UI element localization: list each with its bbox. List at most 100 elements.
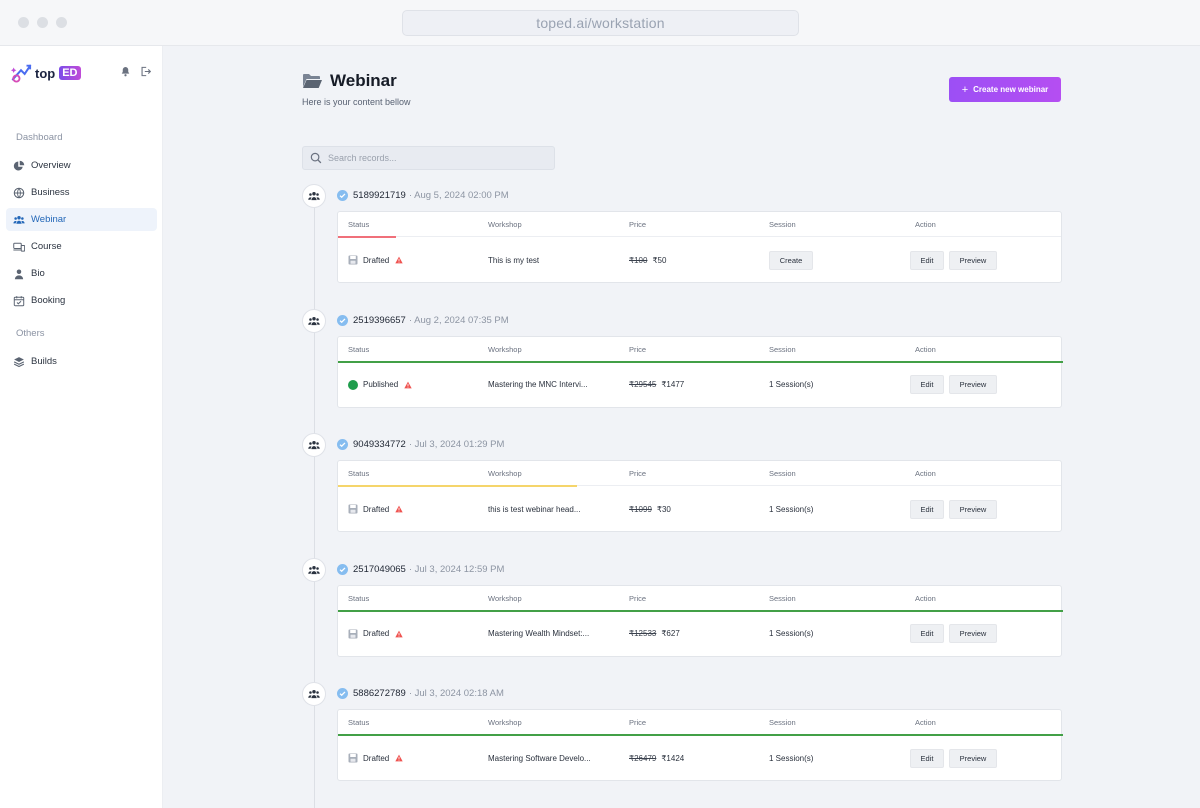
preview-button[interactable]: Preview: [949, 748, 997, 768]
verified-check-icon: [337, 688, 348, 699]
table-row[interactable]: Published Mastering the MNC Intervi... ₹…: [338, 362, 1061, 408]
price-cell: ₹1099 ₹30: [629, 486, 671, 532]
sidebar-item-label: Builds: [31, 356, 57, 367]
edit-button[interactable]: Edit: [910, 250, 944, 270]
preview-button[interactable]: Preview: [949, 250, 997, 270]
verified-check-icon: [337, 439, 348, 450]
webinar-group-icon: [302, 433, 326, 457]
preview-button[interactable]: Preview: [949, 499, 997, 519]
edit-button[interactable]: Edit: [910, 375, 944, 394]
sidebar-item-business[interactable]: Business: [6, 181, 157, 204]
record-date: · Jul 3, 2024 01:29 PM: [408, 439, 505, 450]
warning-icon[interactable]: [395, 754, 403, 762]
table-row[interactable]: Drafted This is my test ₹100 ₹50 Create …: [338, 237, 1061, 283]
page-subtitle: Here is your content bellow: [302, 97, 411, 107]
warning-icon[interactable]: [395, 256, 403, 264]
window-controls: [18, 17, 67, 28]
published-dot-icon: [348, 379, 358, 390]
window-minimize-dot[interactable]: [37, 17, 48, 28]
devices-icon: [13, 242, 25, 252]
preview-button[interactable]: Preview: [949, 624, 997, 643]
action-cell: Edit Preview: [910, 735, 997, 781]
sidebar-top-actions: [120, 66, 151, 77]
sidebar-item-booking[interactable]: Booking: [6, 289, 157, 312]
progress-accent-bar: [338, 734, 1063, 736]
calendar-check-icon: [13, 295, 25, 306]
edit-button[interactable]: Edit: [910, 624, 944, 643]
sidebar-item-webinar[interactable]: Webinar: [6, 208, 157, 231]
sidebar-item-label: Course: [31, 241, 62, 252]
search-icon: [310, 152, 322, 164]
price-cell: ₹29545 ₹1477: [629, 362, 684, 408]
sidebar-item-bio[interactable]: Bio: [6, 262, 157, 285]
workshop-cell: Mastering the MNC Intervi...: [488, 380, 588, 389]
section-label-dashboard: Dashboard: [16, 132, 63, 143]
record-id: 5189921719: [353, 190, 406, 201]
table-header: Status Workshop Price Session Action: [338, 461, 1061, 486]
record-id: 5886272789: [353, 688, 406, 699]
status-cell: Drafted: [348, 611, 403, 657]
action-cell: Edit Preview: [910, 611, 997, 657]
status-cell: Drafted: [348, 237, 403, 283]
column-header-action: Action: [915, 593, 936, 603]
warning-icon[interactable]: [395, 505, 403, 513]
search-input[interactable]: [328, 153, 538, 163]
record-header: 2517049065 · Jul 3, 2024 12:59 PM: [337, 563, 504, 575]
column-header-action: Action: [915, 220, 936, 229]
column-header-action: Action: [915, 344, 936, 354]
sidebar-item-course[interactable]: Course: [6, 235, 157, 258]
status-label: Drafted: [363, 255, 390, 265]
window-close-dot[interactable]: [18, 17, 29, 28]
column-header-status: Status: [348, 220, 370, 229]
search-box[interactable]: [302, 146, 555, 170]
edit-button[interactable]: Edit: [910, 748, 944, 768]
logo-text: top: [35, 65, 56, 81]
status-label: Drafted: [363, 504, 390, 514]
verified-check-icon: [337, 190, 348, 201]
column-header-action: Action: [915, 718, 936, 727]
workshop-cell: this is test webinar head...: [488, 504, 581, 514]
workshop-cell: Mastering Wealth Mindset:...: [488, 629, 590, 638]
record-card: Status Workshop Price Session Action Dra…: [337, 460, 1062, 532]
sidebar-item-label: Business: [31, 187, 70, 198]
sidebar-item-label: Overview: [31, 160, 71, 171]
edit-button[interactable]: Edit: [910, 499, 944, 519]
column-header-status: Status: [348, 344, 370, 354]
timeline-line: [314, 196, 315, 808]
page-title: Webinar: [302, 71, 397, 91]
sidebar-item-builds[interactable]: Builds: [6, 350, 157, 373]
save-draft-icon: [348, 629, 358, 638]
progress-accent-bar: [338, 360, 1063, 363]
bell-icon[interactable]: [120, 66, 131, 77]
preview-button[interactable]: Preview: [949, 375, 997, 394]
save-draft-icon: [348, 753, 358, 763]
pie-chart-icon: [13, 160, 25, 170]
column-header-action: Action: [915, 469, 936, 478]
sidebar-item-overview[interactable]: Overview: [6, 154, 157, 177]
create-session-button[interactable]: Create: [769, 250, 813, 270]
table-row[interactable]: Drafted Mastering Wealth Mindset:... ₹12…: [338, 611, 1061, 657]
progress-accent-bar: [338, 485, 578, 487]
logout-icon[interactable]: [140, 66, 151, 77]
sidebar-item-label: Booking: [31, 295, 66, 306]
progress-accent-bar: [338, 236, 396, 238]
column-header-session: Session: [769, 469, 796, 478]
record-card: Status Workshop Price Session Action Dra…: [337, 709, 1063, 781]
status-cell: Drafted: [348, 486, 403, 532]
table-row[interactable]: Drafted this is test webinar head... ₹10…: [338, 486, 1061, 532]
section-label-others: Others: [16, 328, 45, 339]
discount-price: ₹1477: [661, 380, 685, 389]
address-bar[interactable]: toped.ai/workstation: [402, 10, 799, 36]
warning-icon[interactable]: [404, 381, 412, 389]
original-price: ₹12533: [629, 629, 657, 638]
page-title-text: Webinar: [330, 71, 397, 90]
price-cell: ₹12533 ₹627: [629, 611, 680, 657]
warning-icon[interactable]: [395, 630, 403, 638]
window-maximize-dot[interactable]: [56, 17, 67, 28]
logo-mark-icon: [10, 64, 32, 83]
table-row[interactable]: Drafted Mastering Software Develo... ₹26…: [338, 735, 1061, 781]
create-new-webinar-button[interactable]: + Create new webinar: [949, 77, 1061, 102]
table-header: Status Workshop Price Session Action: [338, 212, 1061, 237]
session-cell: Create: [769, 237, 813, 283]
brand-logo[interactable]: top ED: [10, 62, 81, 84]
